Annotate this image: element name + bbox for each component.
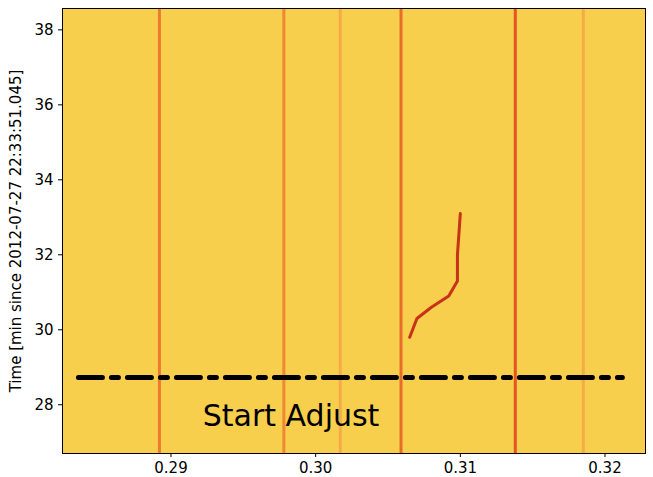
svg-text:Start Adjust: Start Adjust: [203, 398, 380, 433]
svg-text:Time [min since 2012-07-27 22:: Time [min since 2012-07-27 22:33:51.045]: [7, 70, 25, 394]
svg-text:0.31: 0.31: [444, 459, 477, 477]
svg-text:36: 36: [34, 96, 53, 114]
svg-text:34: 34: [34, 171, 53, 189]
svg-text:28: 28: [34, 396, 53, 414]
svg-text:32: 32: [34, 246, 53, 264]
svg-text:0.29: 0.29: [154, 459, 187, 477]
svg-text:0.32: 0.32: [588, 459, 621, 477]
svg-text:38: 38: [34, 21, 53, 39]
svg-text:0.30: 0.30: [299, 459, 332, 477]
svg-text:30: 30: [34, 321, 53, 339]
